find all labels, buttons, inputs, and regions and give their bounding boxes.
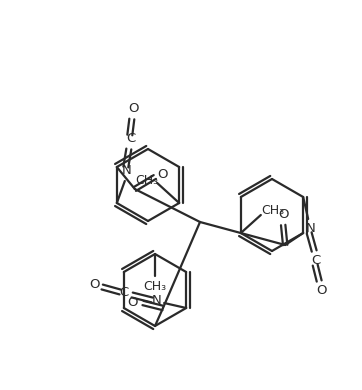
Text: O: O <box>278 209 289 222</box>
Text: O: O <box>157 168 168 181</box>
Text: CH₃: CH₃ <box>143 280 167 292</box>
Text: C: C <box>312 255 321 268</box>
Text: N: N <box>305 223 315 236</box>
Text: O: O <box>89 278 100 291</box>
Text: N: N <box>122 165 132 177</box>
Text: CH₃: CH₃ <box>261 204 285 218</box>
Text: O: O <box>128 296 138 310</box>
Text: C: C <box>119 287 129 300</box>
Text: C: C <box>126 133 135 145</box>
Text: CH₃: CH₃ <box>136 174 159 188</box>
Text: O: O <box>129 103 139 115</box>
Text: O: O <box>316 284 327 298</box>
Text: N: N <box>151 294 161 307</box>
